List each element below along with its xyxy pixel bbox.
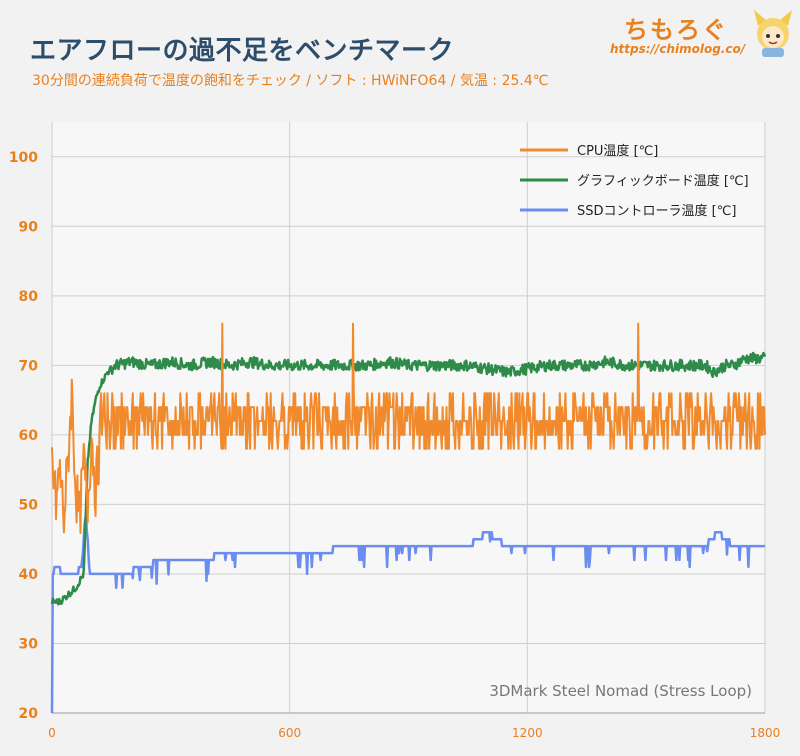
y-tick-label: 30 (19, 636, 39, 652)
series-line (50, 517, 766, 714)
series-lines (50, 322, 767, 714)
mascot-icon (754, 10, 792, 57)
legend-label: グラフィックボード温度 [℃] (577, 173, 749, 189)
series-line (51, 322, 766, 534)
legend: CPU温度 [℃] グラフィックボード温度 [℃] SSDコントローラ温度 [℃] (520, 143, 749, 219)
y-tick-label: 100 (9, 150, 38, 166)
y-tick-label: 50 (19, 497, 39, 513)
x-axis: 0 600 1200 1800 (48, 726, 780, 740)
page-title: エアフローの過不足をベンチマーク (30, 36, 455, 66)
y-tick-label: 80 (19, 289, 39, 305)
series-line (50, 351, 767, 606)
legend-label: CPU温度 [℃] (577, 143, 658, 159)
y-axis: 20 30 40 50 60 70 80 90 100 (9, 150, 38, 722)
y-tick-label: 20 (19, 706, 39, 722)
y-tick-label: 70 (19, 358, 39, 374)
page-subtitle: 30分間の連続負荷で温度の飽和をチェック / ソフト : HWiNFO64 / … (32, 73, 549, 89)
y-tick-label: 90 (19, 219, 39, 235)
benchmark-annotation: 3DMark Steel Nomad (Stress Loop) (489, 682, 752, 700)
y-tick-label: 40 (19, 567, 39, 583)
x-tick-label: 0 (48, 726, 56, 740)
x-tick-label: 1800 (750, 726, 781, 740)
legend-label: SSDコントローラ温度 [℃] (577, 203, 736, 219)
logo-url: https://chimolog.co/ (610, 42, 746, 56)
x-tick-label: 1200 (512, 726, 543, 740)
logo-text: ちもろぐ (624, 16, 728, 44)
y-tick-label: 60 (19, 428, 39, 444)
site-logo: ちもろぐ https://chimolog.co/ (610, 6, 798, 62)
x-tick-label: 600 (278, 726, 301, 740)
plot-area (52, 122, 765, 713)
